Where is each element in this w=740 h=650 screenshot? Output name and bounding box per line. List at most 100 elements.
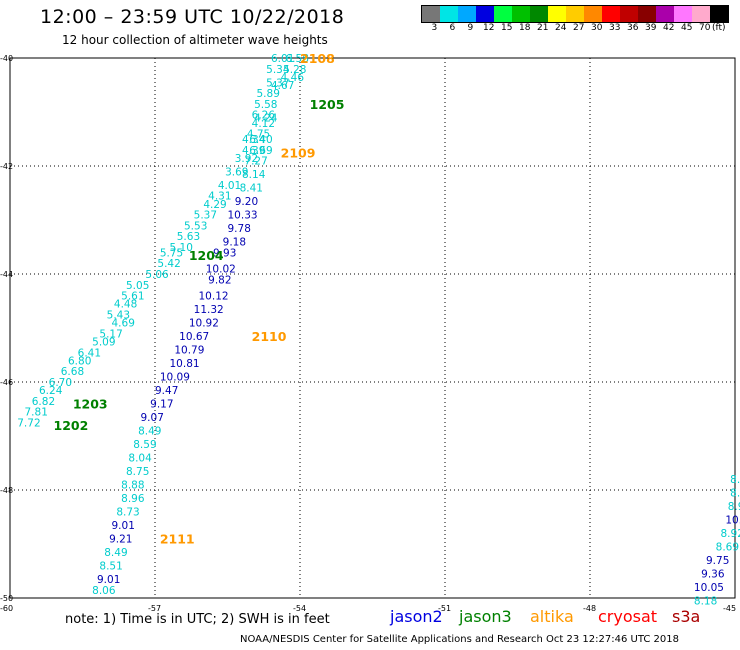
footer-note: note: 1) Time is in UTC; 2) SWH is in fe…	[65, 612, 330, 627]
legend-swatch	[602, 6, 620, 22]
satellite-altika: altika	[530, 607, 574, 626]
swh-value-label: 7.72	[17, 418, 40, 430]
y-tick-label: -40	[0, 54, 13, 63]
swh-value-label: 3.69	[225, 166, 248, 178]
swh-value-label: 8.14	[242, 169, 266, 181]
swh-value-label: 8.18	[694, 596, 717, 608]
swh-value-label: 9.01	[112, 520, 135, 532]
swh-value-label: 5.17	[99, 328, 122, 340]
satellite-jason3: jason3	[459, 607, 512, 626]
pass-time-label: 2110	[252, 329, 287, 344]
pass-time-label: 1202	[54, 418, 89, 433]
swh-value-label: 6.80	[68, 355, 91, 367]
swh-value-label: 6.69	[249, 145, 272, 157]
color-scale-legend	[421, 5, 729, 23]
swh-value-label: 4.48	[114, 299, 137, 311]
legend-swatch	[530, 6, 548, 22]
swh-value-label: 8.49	[104, 547, 127, 559]
swh-value-label: 3.92	[235, 153, 258, 165]
swh-value-label: 9.21	[109, 534, 132, 546]
swh-value-label: 4.46	[281, 72, 305, 84]
legend-label: 18	[519, 23, 531, 33]
swh-value-label: 4.75	[247, 129, 270, 141]
swh-value-label: 8.88	[121, 480, 144, 492]
swh-value-label: 9.20	[235, 196, 258, 208]
legend-label: 9	[467, 23, 474, 33]
swh-value-label: 9.47	[155, 385, 178, 397]
swh-value-label: 6.24	[39, 385, 63, 397]
legend-swatch	[440, 6, 458, 22]
x-tick-label: -48	[583, 604, 596, 613]
y-tick-label: -42	[0, 162, 13, 171]
swh-value-label: 5.06	[145, 269, 169, 281]
swh-value-label: 6.70	[49, 377, 72, 389]
legend-label: 24	[555, 23, 567, 33]
swh-value-label: 11.32	[194, 304, 224, 316]
swh-value-label: 4.12	[252, 118, 275, 130]
credit-line: NOAA/NESDIS Center for Satellite Applica…	[240, 634, 679, 645]
swh-value-label: 8.51	[99, 561, 122, 573]
swh-value-label: 4.01	[218, 180, 241, 192]
swh-value-label: 8.92	[721, 528, 740, 540]
swh-value-label: 6.41	[78, 347, 101, 359]
legend-swatch	[692, 6, 710, 22]
swh-value-label: 5.61	[121, 291, 144, 303]
legend-label: 45	[681, 23, 693, 33]
swh-value-label: 9.36	[701, 569, 725, 581]
swh-value-label: 9.82	[208, 274, 231, 286]
legend-swatch	[674, 6, 692, 22]
swh-value-label: 4.31	[208, 191, 231, 203]
swh-value-label: 6.40	[249, 134, 272, 146]
swh-value-label: 5.42	[157, 258, 180, 270]
swh-value-label: 5.09	[92, 337, 115, 349]
swh-value-label: 9.93	[213, 247, 236, 259]
swh-value-label: 8.8	[730, 488, 740, 500]
pass-time-label: 2108	[300, 51, 335, 66]
swh-value-label: 7.27	[244, 156, 267, 168]
swh-value-label: 10.23	[725, 515, 740, 527]
y-tick-label: -46	[0, 378, 13, 387]
swh-value-label: 6.82	[32, 396, 55, 408]
swh-value-label: 6.26	[252, 110, 276, 122]
swh-value-label: 8.8	[730, 474, 740, 486]
legend-swatch	[620, 6, 638, 22]
swh-value-label: 9.17	[150, 399, 173, 411]
swh-value-label: 5.37	[266, 77, 289, 89]
legend-swatch	[494, 6, 512, 22]
swh-value-label: 10.92	[189, 318, 219, 330]
swh-value-label: 8.59	[133, 439, 156, 451]
swh-value-label: 5.58	[254, 99, 277, 111]
x-tick-label: -57	[148, 604, 161, 613]
swh-value-label: 4.24	[254, 112, 278, 124]
swh-value-label: 5.43	[107, 310, 130, 322]
swh-value-label: 10.02	[206, 264, 236, 276]
satellite-cryosat: cryosat	[598, 607, 658, 626]
legend-label: 36	[627, 23, 639, 33]
legend-label: 15	[501, 23, 513, 33]
swh-value-label: 8.69	[716, 542, 739, 554]
swh-value-label: 8.06	[92, 585, 116, 597]
y-tick-label: -50	[0, 594, 13, 603]
legend-label: 27	[573, 23, 585, 33]
swh-value-label: 9.07	[141, 412, 164, 424]
pass-time-label: 1204	[189, 248, 224, 263]
y-tick-label: -48	[0, 486, 13, 495]
legend-swatch	[548, 6, 566, 22]
legend-label: 6	[449, 23, 456, 33]
legend-swatch	[566, 6, 584, 22]
swh-value-label: 10.12	[199, 291, 229, 303]
legend-label: 21	[537, 23, 549, 33]
swh-value-label: 9.18	[223, 237, 246, 249]
swh-value-label: 4.29	[203, 199, 226, 211]
swh-value-label: 6.01	[271, 53, 294, 65]
swh-value-label: 7.81	[25, 407, 48, 419]
legend-swatch	[710, 6, 728, 22]
swh-value-label: 8.75	[126, 466, 149, 478]
x-tick-label: -60	[0, 604, 13, 613]
swh-value-label: 4.39	[242, 145, 265, 157]
swh-value-label: 5.63	[177, 231, 200, 243]
x-tick-label: -45	[723, 604, 736, 613]
map-frame	[9, 57, 736, 599]
swh-value-label: 8.9	[728, 501, 740, 513]
